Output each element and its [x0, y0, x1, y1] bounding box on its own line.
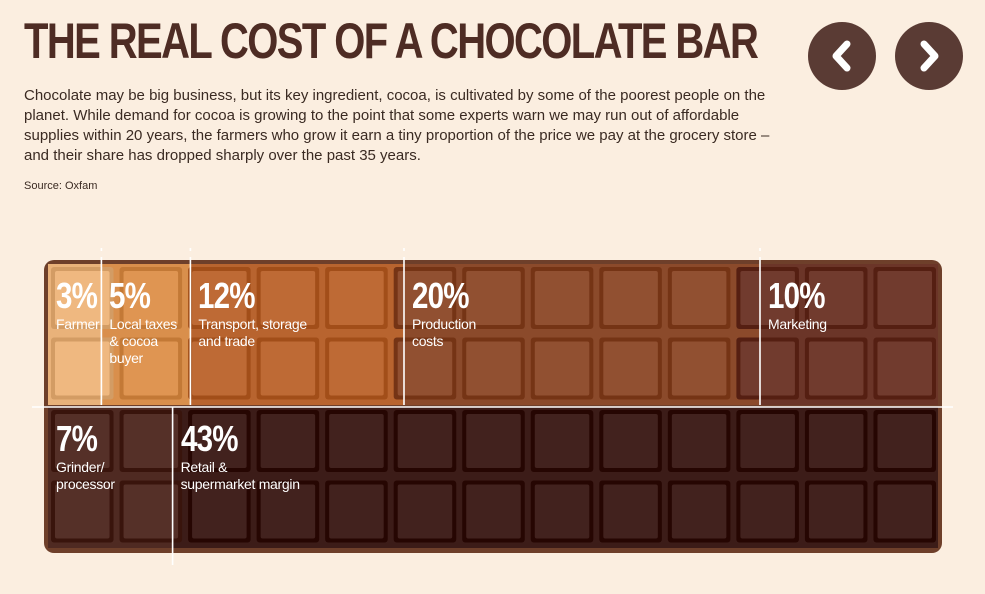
chocolate-square-top — [466, 414, 521, 468]
chocolate-square-top — [740, 414, 795, 468]
chocolate-square-top — [877, 271, 932, 325]
intro-paragraph: Chocolate may be big business, but its k… — [24, 87, 770, 164]
segment-category-label: Farmer — [56, 316, 100, 332]
chocolate-square-top — [740, 271, 795, 325]
chocolate-square-top — [260, 414, 316, 468]
segment-category-label: Production costs — [412, 316, 476, 349]
segment-value-label: 12% — [198, 275, 256, 316]
chocolate-square-top — [877, 484, 932, 539]
chevron-left-icon — [832, 40, 851, 72]
chocolate-square-top — [603, 484, 658, 539]
chocolate-square-top — [55, 414, 110, 468]
chocolate-square-top — [329, 271, 384, 325]
chocolate-square-top — [740, 484, 795, 539]
chocolate-square-top — [329, 414, 384, 468]
chocolate-square-top — [534, 271, 590, 325]
chocolate-square-top — [671, 414, 727, 468]
segment-value-label: 10% — [768, 275, 825, 316]
chocolate-square-top — [808, 271, 864, 325]
segment-label: 43% Retail & supermarket margin — [181, 421, 300, 493]
next-button[interactable] — [895, 22, 963, 90]
source-note: Source: Oxfam — [24, 180, 98, 192]
segment-value-label: 43% — [180, 418, 238, 459]
segment-category-label: Retail & supermarket margin — [180, 459, 300, 492]
chocolate-square-top — [55, 271, 110, 325]
chocolate-square-top — [808, 484, 864, 539]
segment-category-label: Grinder/processor — [56, 459, 115, 492]
segment-label: 7% Grinder/processor — [56, 421, 115, 493]
segment-label: 10% Marketing — [768, 278, 837, 333]
segment-value-label: 20% — [412, 275, 469, 316]
chocolate-square-top — [123, 271, 179, 325]
chocolate-square-top — [808, 414, 864, 468]
chocolate-square-top — [123, 414, 179, 468]
chocolate-square-top — [55, 341, 110, 396]
segment-label: 12% Transport, storage and trade — [198, 275, 307, 350]
chocolate-square-top — [123, 484, 179, 539]
segment-category-label: Marketing — [768, 316, 827, 332]
segment-label: 3% Farmer — [56, 278, 106, 333]
chocolate-square-top — [671, 484, 727, 539]
chocolate-square-top — [466, 271, 521, 325]
chocolate-square-top — [603, 414, 658, 468]
chocolate-square-top — [603, 341, 658, 396]
segment-label: 20% Production costs — [412, 278, 481, 350]
chocolate-square-top — [808, 341, 864, 396]
page-title: THE REAL COST OF A CHOCOLATE BAR — [24, 13, 759, 69]
chocolate-square-top — [466, 484, 521, 539]
chocolate-square-top — [123, 341, 179, 396]
segment-label: 5% Local taxes & cocoa buyer — [109, 278, 177, 367]
previous-button[interactable] — [808, 22, 876, 90]
segment-category-label: Transport, storage and trade — [198, 316, 307, 349]
segment-category-label: Local taxes & cocoa buyer — [109, 316, 177, 366]
chocolate-square-top — [397, 414, 453, 468]
chocolate-square-top — [534, 484, 590, 539]
chocolate-square-top — [329, 341, 384, 396]
chocolate-square-top — [397, 484, 453, 539]
segment-value-label: 5% — [109, 275, 151, 316]
chocolate-square-top — [260, 341, 316, 396]
chocolate-square-top — [671, 341, 727, 396]
chocolate-square-top — [534, 414, 590, 468]
chocolate-square-top — [603, 271, 658, 325]
chocolate-square-top — [877, 414, 932, 468]
segment-value-label: 7% — [56, 418, 98, 459]
chocolate-square-top — [671, 271, 727, 325]
chocolate-square-top — [329, 484, 384, 539]
chocolate-square-top — [877, 341, 932, 396]
chevron-right-icon — [920, 40, 939, 72]
chocolate-square-top — [55, 484, 110, 539]
chocolate-square-top — [192, 414, 247, 468]
chocolate-square-top — [192, 341, 247, 396]
segment-value-label: 3% — [56, 275, 98, 316]
chocolate-square-top — [397, 271, 453, 325]
chocolate-square-top — [260, 484, 316, 539]
chocolate-square-top — [192, 484, 247, 539]
chocolate-square-top — [466, 341, 521, 396]
chocolate-square-top — [534, 341, 590, 396]
chocolate-square-top — [397, 341, 453, 396]
chocolate-square-top — [260, 271, 316, 325]
chocolate-square-top — [740, 341, 795, 396]
chocolate-square-top — [192, 271, 247, 325]
